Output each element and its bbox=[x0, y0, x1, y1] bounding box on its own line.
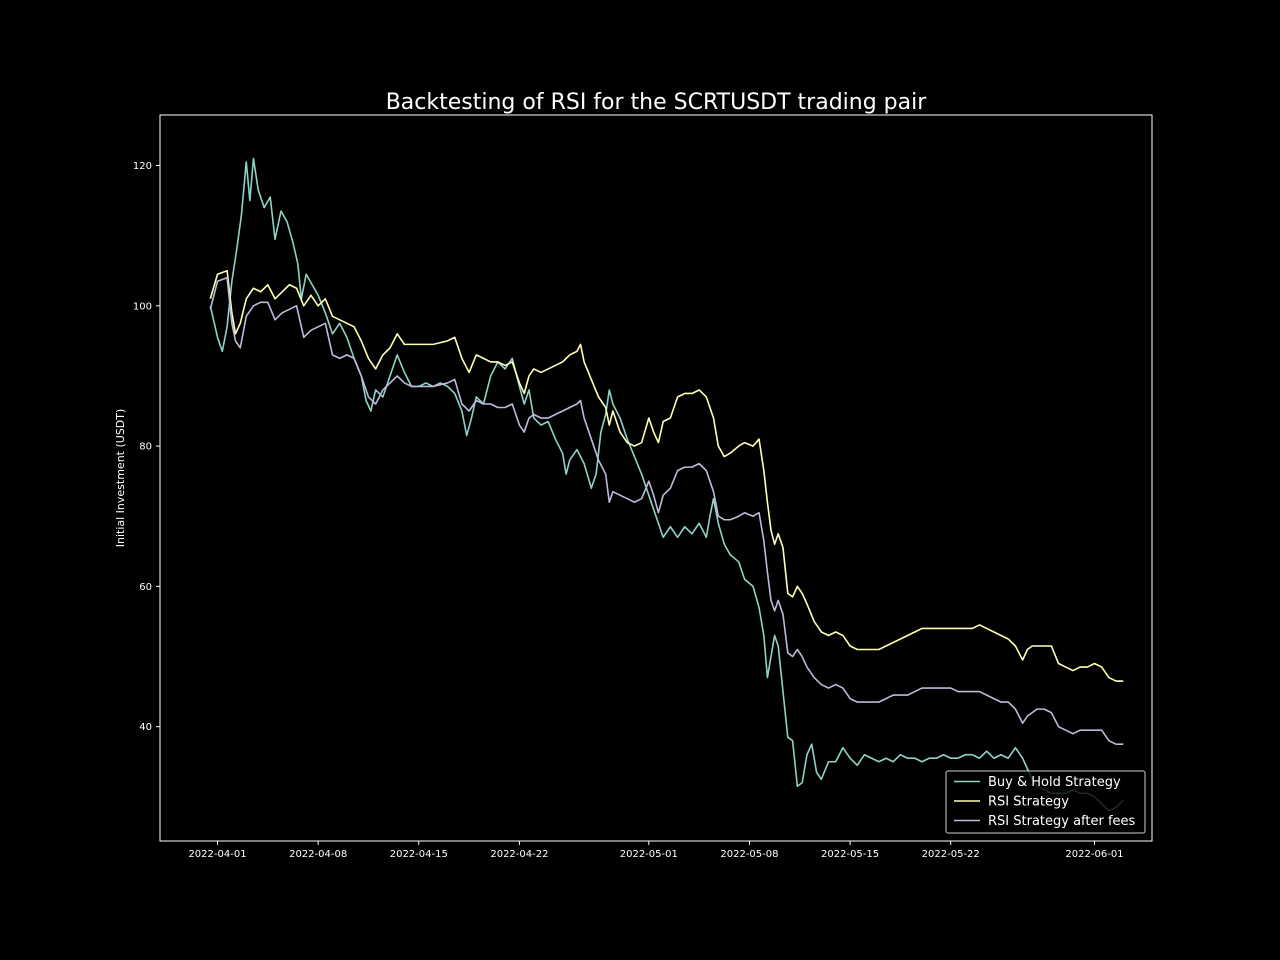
series-line-0 bbox=[209, 157, 1124, 812]
y-tick-label-2: 80 bbox=[139, 442, 152, 453]
x-tick-label-7: 2022-05-22 bbox=[922, 849, 980, 860]
series-line-1 bbox=[209, 269, 1124, 682]
x-tick-label-1: 2022-04-08 bbox=[289, 849, 347, 860]
series-line-2 bbox=[209, 276, 1124, 746]
series-layer bbox=[209, 157, 1124, 812]
legend-label-0: Buy & Hold Strategy bbox=[988, 775, 1121, 790]
legend: Buy & Hold Strategy RSI Strategy RSI Strat… bbox=[945, 770, 1146, 834]
x-tick-label-5: 2022-05-08 bbox=[720, 849, 778, 860]
y-tick-label-4: 120 bbox=[133, 161, 152, 172]
legend-label-2: RSI Strategy after fees bbox=[988, 814, 1136, 829]
x-tick-label-2: 2022-04-15 bbox=[390, 849, 448, 860]
plot-frame bbox=[159, 114, 1153, 842]
legend-frame bbox=[945, 770, 1146, 834]
chart-title: Backtesting of RSI for the SCRTUSDT trad… bbox=[386, 90, 928, 115]
y-tick-label-1: 60 bbox=[139, 582, 152, 593]
y-tick-label-0: 40 bbox=[139, 722, 152, 733]
y-axis-label: Initial Investment (USDT) bbox=[114, 409, 127, 548]
x-tick-label-0: 2022-04-01 bbox=[188, 849, 246, 860]
x-tick-label-8: 2022-06-01 bbox=[1065, 849, 1123, 860]
y-tick-label-3: 100 bbox=[133, 301, 152, 312]
x-tick-label-6: 2022-05-15 bbox=[821, 849, 879, 860]
x-tick-label-4: 2022-05-01 bbox=[620, 849, 678, 860]
x-tick-label-3: 2022-04-22 bbox=[490, 849, 548, 860]
axis-ticks: 2022-04-01 2022-04-08 2022-04-15 2022-04-22… bbox=[133, 161, 1124, 860]
legend-label-1: RSI Strategy bbox=[988, 795, 1069, 810]
